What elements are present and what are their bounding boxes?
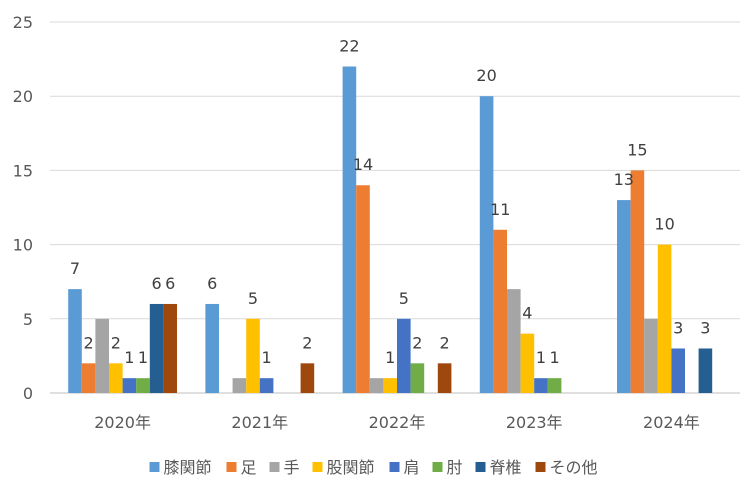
data-label: 1 xyxy=(550,348,560,367)
bar-足-2024年 xyxy=(630,170,645,393)
bar-肩-2021年 xyxy=(259,378,274,393)
bar-股関節-2024年 xyxy=(657,244,672,393)
x-tick-label: 2021年 xyxy=(231,413,288,432)
data-label: 2 xyxy=(412,333,422,352)
bar-肘-2022年 xyxy=(410,363,425,393)
legend-swatch-その他 xyxy=(535,462,546,472)
bar-股関節-2023年 xyxy=(520,333,535,393)
legend-label: 手 xyxy=(284,458,300,477)
data-label: 1 xyxy=(385,348,395,367)
legend-label: 股関節 xyxy=(327,458,375,477)
bar-足-2022年 xyxy=(356,185,370,393)
y-tick-label: 20 xyxy=(13,87,33,106)
data-label: 6 xyxy=(165,274,175,293)
data-label: 6 xyxy=(207,274,217,293)
legend: 膝関節 足 手 股関節 肩 肘 脊椎 その他 xyxy=(149,458,598,477)
data-label: 14 xyxy=(353,155,373,174)
bar-股関節-2020年 xyxy=(109,363,123,393)
data-label: 3 xyxy=(673,318,683,337)
data-label: 7 xyxy=(70,259,80,278)
data-label: 10 xyxy=(654,215,674,234)
legend-swatch-肩 xyxy=(389,462,400,472)
bar-脊椎-2024年 xyxy=(698,348,713,393)
bar-肩-2022年 xyxy=(397,318,411,393)
y-tick-label: 5 xyxy=(23,310,33,329)
data-label: 4 xyxy=(522,304,532,323)
legend-label: 足 xyxy=(241,458,257,477)
bar-その他-2021年 xyxy=(300,363,315,393)
bar-手-2023年 xyxy=(507,289,521,393)
data-label: 5 xyxy=(248,289,258,308)
bar-肘-2020年 xyxy=(136,378,150,393)
data-label: 2 xyxy=(302,333,312,352)
bar-足-2020年 xyxy=(81,363,96,393)
data-label: 1 xyxy=(138,348,148,367)
data-label: 1 xyxy=(536,348,546,367)
y-tick-label: 15 xyxy=(13,161,33,180)
data-label: 2 xyxy=(84,333,94,352)
y-tick-label: 0 xyxy=(23,384,33,403)
bar-肩-2024年 xyxy=(671,348,685,393)
legend-swatch-膝関節 xyxy=(149,462,160,472)
legend-swatch-足 xyxy=(226,462,237,472)
x-tick-label: 2023年 xyxy=(506,413,563,432)
data-label: 11 xyxy=(490,200,510,219)
bar-膝関節-2022年 xyxy=(342,66,357,394)
bar-手-2020年 xyxy=(95,318,109,393)
bar-膝関節-2021年 xyxy=(205,303,219,393)
legend-swatch-手 xyxy=(269,462,280,472)
bar-肘-2023年 xyxy=(547,378,562,393)
data-label: 3 xyxy=(700,318,710,337)
data-label: 1 xyxy=(262,348,272,367)
y-tick-label: 25 xyxy=(13,13,33,32)
bar-膝関節-2023年 xyxy=(479,96,494,393)
x-axis-ticks: 2020年 2021年 2022年 2023年 2024年 xyxy=(94,413,700,432)
legend-label: 肩 xyxy=(404,458,420,477)
legend-label: 膝関節 xyxy=(164,458,212,477)
bar-股関節-2021年 xyxy=(246,318,260,393)
bar-肩-2023年 xyxy=(534,378,548,393)
legend-swatch-脊椎 xyxy=(475,462,486,472)
y-axis-ticks: 0 5 10 15 20 25 xyxy=(13,13,33,403)
data-label: 13 xyxy=(614,170,634,189)
legend-swatch-肘 xyxy=(432,462,443,472)
x-tick-label: 2022年 xyxy=(369,413,426,432)
legend-swatch-股関節 xyxy=(312,462,323,472)
x-tick-label: 2020年 xyxy=(94,413,151,432)
bars xyxy=(68,66,713,394)
legend-label: 肘 xyxy=(447,458,463,477)
data-label: 5 xyxy=(399,289,409,308)
y-tick-label: 10 xyxy=(13,236,33,255)
bar-膝関節-2024年 xyxy=(617,200,631,393)
bar-その他-2022年 xyxy=(437,363,452,393)
bar-膝関節-2020年 xyxy=(68,289,82,393)
bar-肩-2020年 xyxy=(122,378,137,393)
x-tick-label: 2024年 xyxy=(643,413,700,432)
bar-股関節-2022年 xyxy=(383,378,397,393)
bar-脊椎-2020年 xyxy=(149,303,164,393)
data-label: 22 xyxy=(339,37,359,56)
data-label: 6 xyxy=(152,274,162,293)
legend-label: その他 xyxy=(550,458,598,477)
bar-手-2024年 xyxy=(644,318,658,393)
bar-手-2021年 xyxy=(232,378,247,393)
data-label: 15 xyxy=(627,140,647,159)
legend-label: 脊椎 xyxy=(490,458,522,477)
bar-その他-2020年 xyxy=(163,303,177,393)
data-label: 20 xyxy=(476,66,496,85)
bar-足-2023年 xyxy=(493,229,507,393)
bar-手-2022年 xyxy=(369,378,384,393)
data-label: 2 xyxy=(111,333,121,352)
data-label: 2 xyxy=(440,333,450,352)
data-label: 1 xyxy=(124,348,134,367)
